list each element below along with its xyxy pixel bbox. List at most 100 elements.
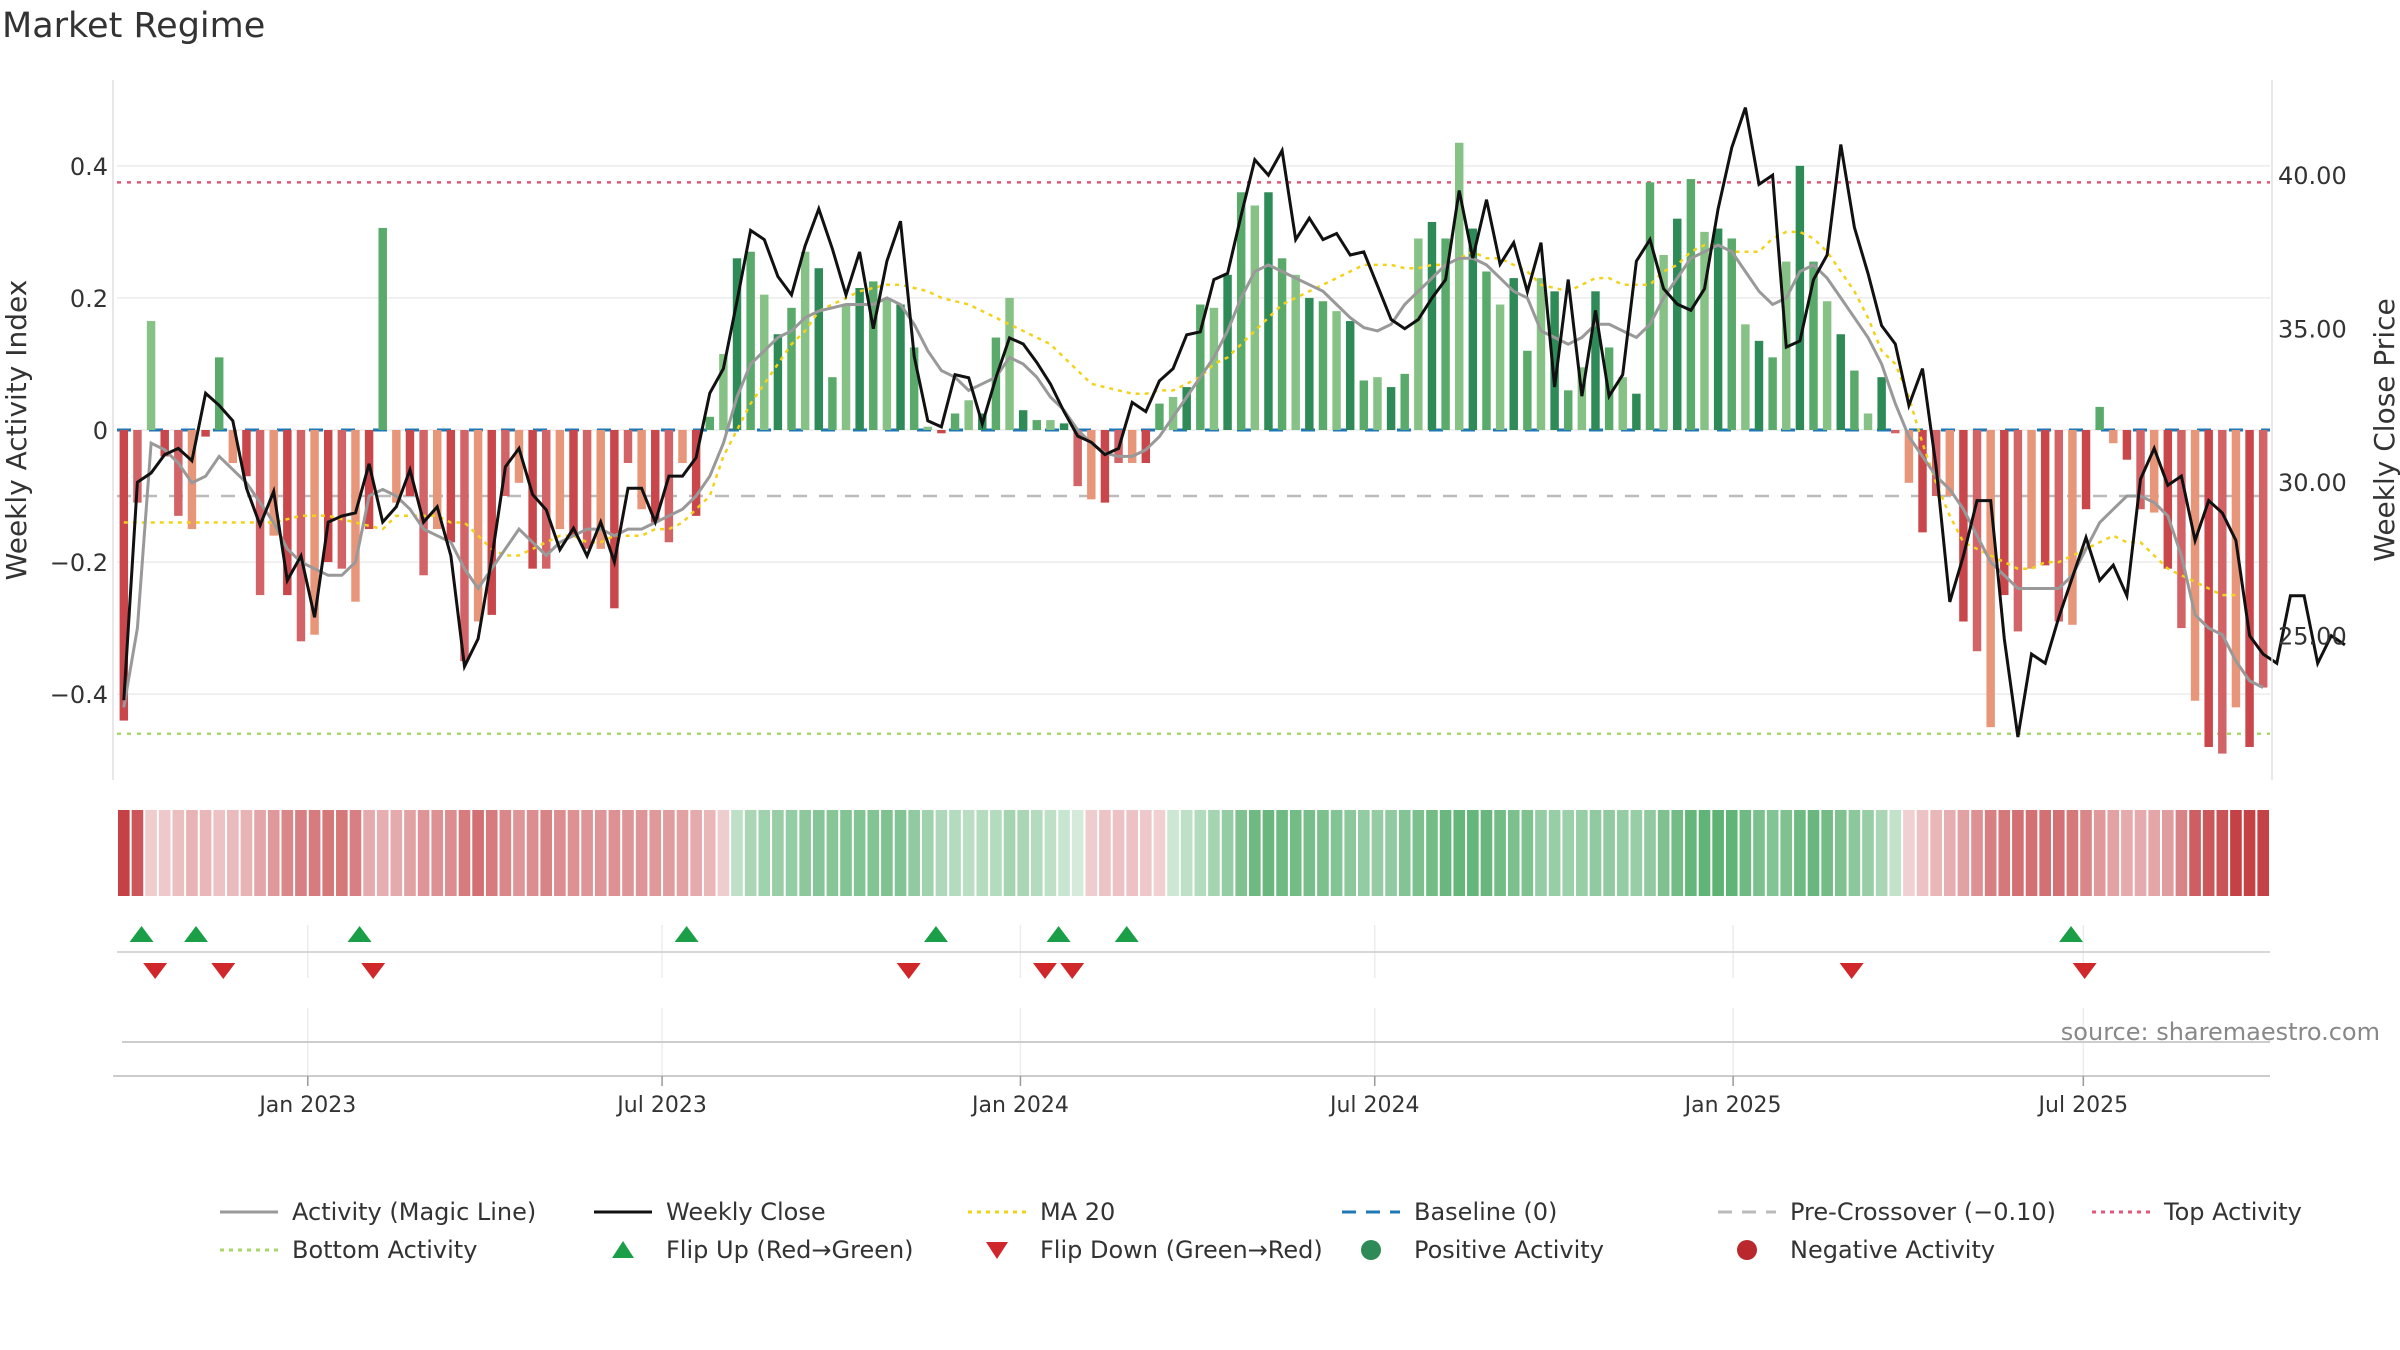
activity-bar [1877, 377, 1886, 430]
activity-bar [1645, 182, 1655, 430]
y-axis-right-label: Weekly Close Price [2368, 298, 2400, 561]
activity-bar [160, 430, 169, 457]
activity-bar [1836, 334, 1845, 430]
regime-cell [308, 810, 321, 896]
activity-bar [1482, 271, 1491, 430]
activity-bar [1209, 307, 1219, 430]
activity-bar [841, 304, 851, 430]
activity-bar [1904, 430, 1914, 483]
regime-cell [2121, 810, 2133, 896]
activity-bar [119, 430, 129, 721]
activity-bar [2231, 430, 2241, 708]
activity-bar [2054, 430, 2064, 622]
y-left-tick-label: 0.2 [70, 285, 108, 313]
regime-cell [1017, 810, 1029, 896]
activity-bar [501, 430, 510, 497]
regime-cell [772, 810, 784, 896]
regime-cell [2230, 810, 2242, 896]
activity-bar [787, 307, 796, 430]
y-right-tick-label: 25.00 [2278, 623, 2347, 651]
regime-cell [1916, 810, 1929, 896]
activity-bar [1073, 430, 1082, 487]
regime-cell [1943, 810, 1956, 896]
regime-cell [1071, 810, 1084, 896]
activity-bar [855, 288, 864, 430]
activity-bar [1918, 430, 1927, 533]
activity-bar [1127, 430, 1137, 464]
activity-bar [269, 430, 278, 536]
x-tick-label: Jul 2023 [615, 1093, 707, 1118]
regime-cell [281, 810, 294, 896]
activity-bar [1495, 304, 1505, 430]
activity-bar [2081, 430, 2091, 510]
regime-cell [1794, 810, 1806, 896]
regime-cell [581, 810, 593, 896]
activity-bar [174, 430, 183, 516]
activity-bar [1454, 142, 1464, 431]
regime-cell [499, 810, 512, 896]
activity-bar [746, 251, 755, 430]
regime-cell [1644, 810, 1656, 896]
regime-cell [690, 810, 702, 896]
activity-bar [1768, 357, 1777, 430]
regime-cell [622, 810, 634, 896]
regime-cell [254, 810, 266, 896]
regime-cell [363, 810, 375, 896]
activity-bar [1386, 387, 1396, 430]
flip-up-marker [347, 926, 372, 942]
regime-cell [1194, 810, 1207, 896]
activity-bar [255, 430, 265, 596]
regime-cell [1358, 810, 1370, 896]
regime-cell [1875, 810, 1888, 896]
activity-bar [214, 357, 224, 430]
regime-cell [131, 810, 144, 896]
series-lines [122, 107, 2346, 738]
flip-up-marker [674, 926, 699, 942]
regime-cell [935, 810, 948, 896]
regime-cell [1521, 810, 1534, 896]
regime-cell [1657, 810, 1670, 896]
y-right-tick-label: 30.00 [2278, 469, 2347, 497]
activity-bar [1182, 387, 1191, 430]
regime-cell [1180, 810, 1193, 896]
activity-bar [691, 430, 701, 516]
activity-bar [487, 430, 496, 615]
activity-bar [555, 430, 565, 530]
regime-cell [240, 810, 253, 896]
activity-bar [1863, 413, 1873, 430]
chart-title: Market Regime [2, 6, 266, 46]
activity-bar [1196, 304, 1205, 430]
regime-cell [2107, 810, 2120, 896]
regime-cell [1153, 810, 1166, 896]
flip-up-marker [2059, 926, 2084, 942]
regime-cell [1753, 810, 1765, 896]
regime-cell [758, 810, 771, 896]
activity-bar [2149, 430, 2159, 513]
regime-cell [826, 810, 839, 896]
regime-cell [1712, 810, 1724, 896]
regime-cell [1507, 810, 1520, 896]
flip-down-marker [896, 963, 921, 979]
activity-bar [596, 430, 605, 549]
flip-up-marker [184, 926, 209, 942]
activity-bar [664, 430, 674, 543]
regime-cell [949, 810, 961, 896]
regime-cell [513, 810, 525, 896]
activity-bar [378, 227, 387, 430]
regime-cell [2202, 810, 2215, 896]
y-left-tick-label: −0.4 [50, 681, 108, 709]
activity-bar [1059, 423, 1069, 430]
regime-cell [608, 810, 621, 896]
regime-cell [2066, 810, 2079, 896]
regime-cell [2025, 810, 2038, 896]
regime-cell [2148, 810, 2160, 896]
regime-cell [349, 810, 362, 896]
regime-cell [1834, 810, 1847, 896]
regime-cell [118, 810, 130, 896]
activity-bar [405, 430, 415, 497]
regime-cell [1903, 810, 1915, 896]
y-left-tick-label: 0 [93, 417, 108, 445]
activity-bar [1550, 291, 1559, 430]
activity-bar [1223, 274, 1232, 430]
activity-bar [610, 430, 619, 609]
